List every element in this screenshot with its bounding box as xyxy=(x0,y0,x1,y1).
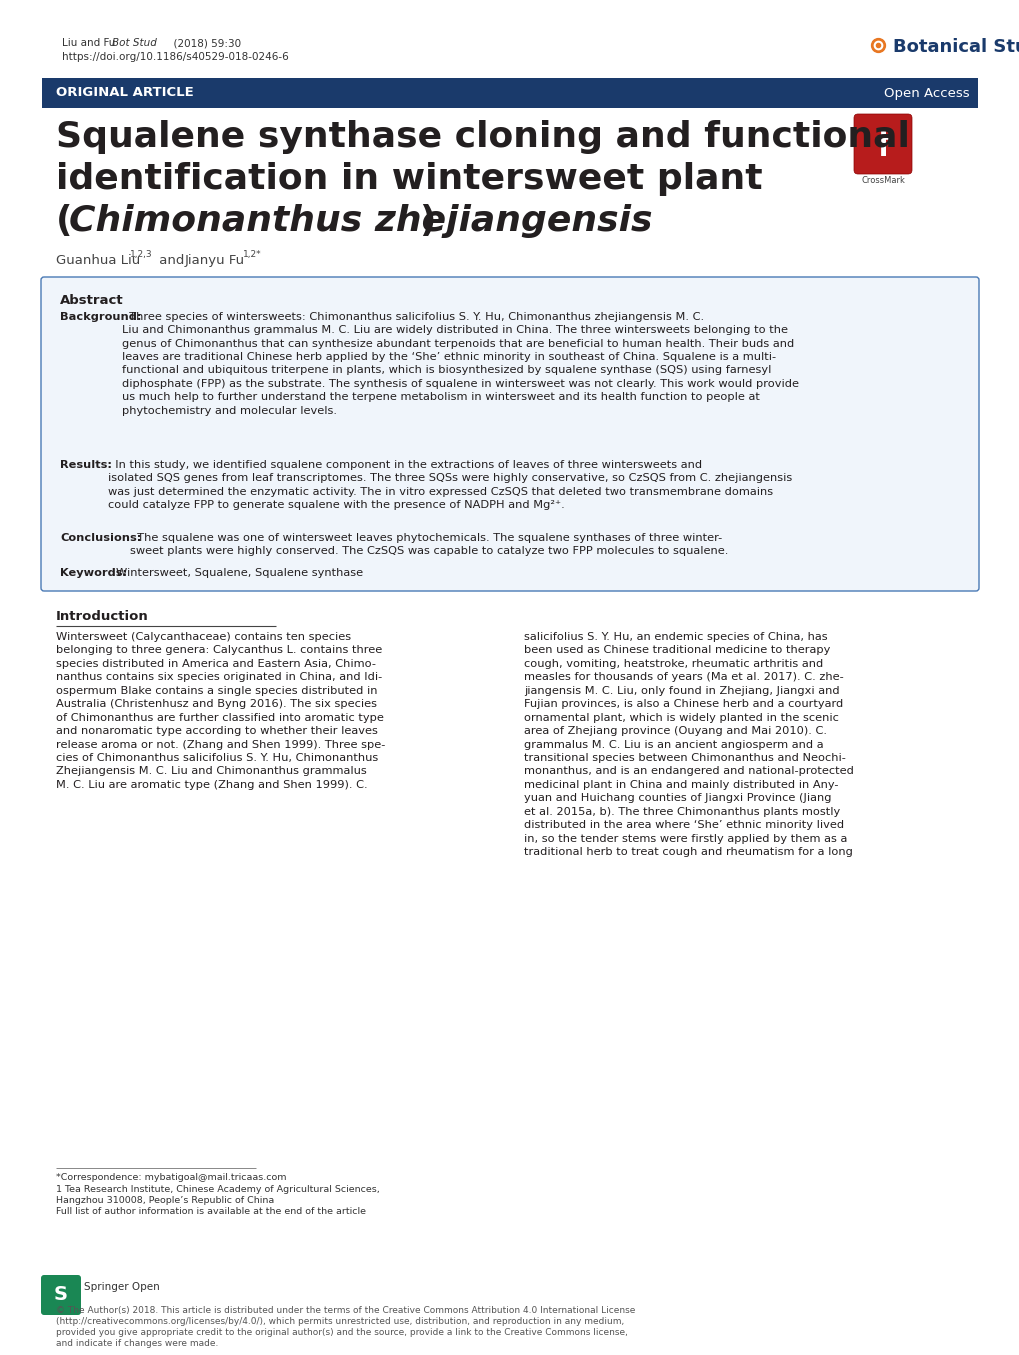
Text: *Correspondence: mybatigoal@mail.tricaas.com: *Correspondence: mybatigoal@mail.tricaas… xyxy=(56,1173,286,1182)
Text: S: S xyxy=(54,1286,68,1305)
Text: identification in wintersweet plant: identification in wintersweet plant xyxy=(56,163,762,196)
Text: and: and xyxy=(155,253,189,267)
Text: Conclusions:: Conclusions: xyxy=(60,533,142,543)
Text: Abstract: Abstract xyxy=(60,294,123,308)
Text: 1,2,3: 1,2,3 xyxy=(129,251,153,259)
Text: Jianyu Fu: Jianyu Fu xyxy=(184,253,245,267)
Text: Three species of wintersweets: Chimonanthus salicifolius S. Y. Hu, Chimonanthus : Three species of wintersweets: Chimonant… xyxy=(122,312,798,416)
Bar xyxy=(42,79,977,108)
Text: Wintersweet (Calycanthaceae) contains ten species
belonging to three genera: Cal: Wintersweet (Calycanthaceae) contains te… xyxy=(56,631,385,790)
Text: (2018) 59:30: (2018) 59:30 xyxy=(154,38,240,47)
Text: Guanhua Liu: Guanhua Liu xyxy=(56,253,141,267)
Text: Springer Open: Springer Open xyxy=(84,1282,160,1293)
Text: CrossMark: CrossMark xyxy=(860,176,904,186)
Text: and indicate if changes were made.: and indicate if changes were made. xyxy=(56,1339,218,1348)
Text: Chimonanthus zhejiangensis: Chimonanthus zhejiangensis xyxy=(69,205,652,238)
Text: Keywords:: Keywords: xyxy=(60,568,127,579)
Text: ORIGINAL ARTICLE: ORIGINAL ARTICLE xyxy=(56,87,194,99)
FancyBboxPatch shape xyxy=(41,1275,81,1314)
Text: Hangzhou 310008, People’s Republic of China: Hangzhou 310008, People’s Republic of Ch… xyxy=(56,1196,274,1205)
Text: 1 Tea Research Institute, Chinese Academy of Agricultural Sciences,: 1 Tea Research Institute, Chinese Academ… xyxy=(56,1184,379,1194)
Text: Wintersweet, Squalene, Squalene synthase: Wintersweet, Squalene, Squalene synthase xyxy=(116,568,363,579)
Text: In this study, we identified squalene component in the extractions of leaves of : In this study, we identified squalene co… xyxy=(108,459,792,509)
Text: (: ( xyxy=(56,205,72,238)
Text: Bot Stud: Bot Stud xyxy=(112,38,157,47)
Text: (http://creativecommons.org/licenses/by/4.0/), which permits unrestricted use, d: (http://creativecommons.org/licenses/by/… xyxy=(56,1317,624,1327)
Text: Open Access: Open Access xyxy=(883,87,969,99)
Text: †: † xyxy=(874,130,890,159)
Text: © The Author(s) 2018. This article is distributed under the terms of the Creativ: © The Author(s) 2018. This article is di… xyxy=(56,1306,635,1314)
FancyBboxPatch shape xyxy=(41,276,978,591)
Text: Introduction: Introduction xyxy=(56,610,149,623)
Text: 1,2*: 1,2* xyxy=(243,251,261,259)
Text: Botanical Studies: Botanical Studies xyxy=(892,38,1019,56)
Text: Results:: Results: xyxy=(60,459,112,470)
Text: salicifolius S. Y. Hu, an endemic species of China, has
been used as Chinese tra: salicifolius S. Y. Hu, an endemic specie… xyxy=(524,631,853,858)
Text: The squalene was one of wintersweet leaves phytochemicals. The squalene synthase: The squalene was one of wintersweet leav… xyxy=(129,533,728,557)
FancyBboxPatch shape xyxy=(853,114,911,173)
Text: https://doi.org/10.1186/s40529-018-0246-6: https://doi.org/10.1186/s40529-018-0246-… xyxy=(62,51,288,62)
Text: Squalene synthase cloning and functional: Squalene synthase cloning and functional xyxy=(56,121,909,154)
Text: Background:: Background: xyxy=(60,312,142,322)
Text: Liu and Fu: Liu and Fu xyxy=(62,38,115,47)
Text: Full list of author information is available at the end of the article: Full list of author information is avail… xyxy=(56,1207,366,1217)
Text: ): ) xyxy=(419,205,435,238)
Text: provided you give appropriate credit to the original author(s) and the source, p: provided you give appropriate credit to … xyxy=(56,1328,628,1337)
